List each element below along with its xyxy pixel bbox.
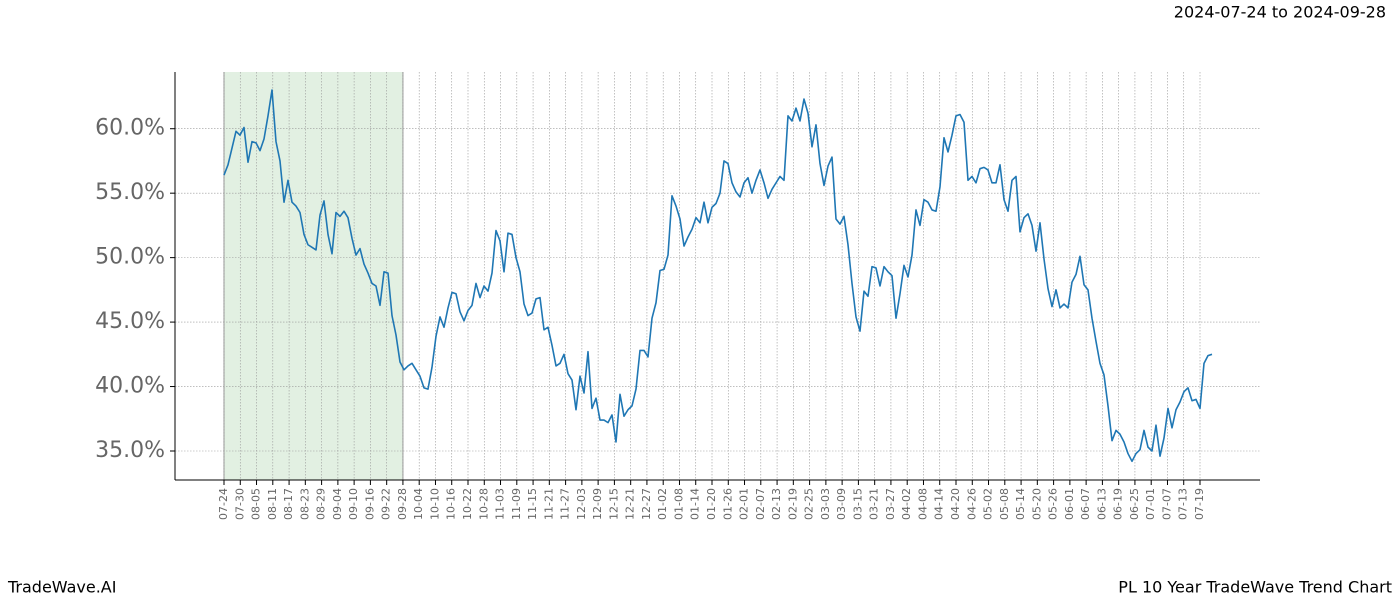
x-tick-label: 06-13 (1095, 488, 1108, 520)
y-tick-label: 50.0% (95, 245, 165, 270)
x-tick-label: 02-19 (786, 488, 799, 520)
x-tick-label: 11-15 (526, 488, 539, 520)
highlight-region (224, 72, 403, 480)
y-tick-label: 40.0% (95, 374, 165, 399)
x-tick-label: 03-15 (851, 488, 864, 520)
x-tick-label: 01-08 (672, 488, 685, 520)
x-tick-label: 05-20 (1030, 488, 1043, 520)
x-tick-label: 10-10 (428, 488, 441, 520)
x-tick-label: 06-19 (1112, 488, 1125, 520)
chart-title: PL 10 Year TradeWave Trend Chart (1118, 578, 1392, 597)
x-tick-label: 08-29 (315, 488, 328, 520)
x-tick-label: 04-14 (933, 488, 946, 520)
x-tick-label: 03-09 (835, 488, 848, 520)
x-tick-label: 09-04 (331, 488, 344, 520)
x-tick-label: 12-03 (575, 488, 588, 520)
x-tick-label: 12-09 (591, 488, 604, 520)
y-tick-label: 35.0% (95, 438, 165, 463)
x-tick-label: 12-21 (624, 488, 637, 520)
x-tick-label: 03-21 (868, 488, 881, 520)
y-tick-label: 55.0% (95, 180, 165, 205)
x-tick-label: 05-14 (1014, 488, 1027, 520)
x-tick-label: 11-09 (510, 488, 523, 520)
x-tick-label: 10-28 (477, 488, 490, 520)
x-tick-label: 01-26 (721, 488, 734, 520)
date-range: 2024-07-24 to 2024-09-28 (1174, 3, 1386, 22)
x-tick-label: 08-11 (266, 488, 279, 520)
x-tick-label: 03-03 (819, 488, 832, 520)
x-tick-label: 12-15 (607, 488, 620, 520)
x-tick-label: 07-19 (1193, 488, 1206, 520)
x-tick-label: 09-10 (347, 488, 360, 520)
x-tick-label: 08-05 (250, 488, 263, 520)
x-tick-label: 06-01 (1063, 488, 1076, 520)
x-tick-label: 07-13 (1177, 488, 1190, 520)
x-tick-label: 11-27 (559, 488, 572, 520)
x-tick-label: 05-26 (1047, 488, 1060, 520)
y-tick-label: 45.0% (95, 309, 165, 334)
x-tick-label: 05-08 (998, 488, 1011, 520)
x-tick-label: 07-01 (1144, 488, 1157, 520)
x-tick-label: 04-08 (916, 488, 929, 520)
x-tick-label: 02-07 (754, 488, 767, 520)
x-tick-label: 07-24 (217, 488, 230, 520)
x-tick-label: 07-07 (1160, 488, 1173, 520)
x-tick-label: 02-25 (803, 488, 816, 520)
x-tick-label: 01-20 (705, 488, 718, 520)
brand: TradeWave.AI (7, 578, 116, 597)
x-tick-label: 06-25 (1128, 488, 1141, 520)
trend-line (223, 89, 1213, 463)
x-tick-label: 12-27 (640, 488, 653, 520)
x-tick-label: 10-22 (461, 488, 474, 520)
x-tick-label: 04-26 (965, 488, 978, 520)
x-tick-label: 08-23 (298, 488, 311, 520)
x-tick-label: 01-02 (656, 488, 669, 520)
x-tick-label: 05-02 (982, 488, 995, 520)
x-tick-label: 06-07 (1079, 488, 1092, 520)
x-tick-label: 01-14 (689, 488, 702, 520)
y-tick-label: 60.0% (95, 116, 165, 141)
x-tick-label: 02-01 (738, 488, 751, 520)
x-tick-label: 08-17 (282, 488, 295, 520)
x-tick-label: 09-28 (396, 488, 409, 520)
x-tick-label: 04-20 (949, 488, 962, 520)
x-tick-label: 09-16 (363, 488, 376, 520)
x-tick-label: 11-03 (494, 488, 507, 520)
x-tick-label: 03-27 (884, 488, 897, 520)
x-tick-label: 10-04 (412, 488, 425, 520)
x-tick-label: 07-30 (233, 488, 246, 520)
x-tick-label: 09-22 (380, 488, 393, 520)
x-tick-label: 02-13 (770, 488, 783, 520)
x-tick-label: 10-16 (445, 488, 458, 520)
x-tick-label: 04-02 (900, 488, 913, 520)
x-tick-label: 11-21 (542, 488, 555, 520)
